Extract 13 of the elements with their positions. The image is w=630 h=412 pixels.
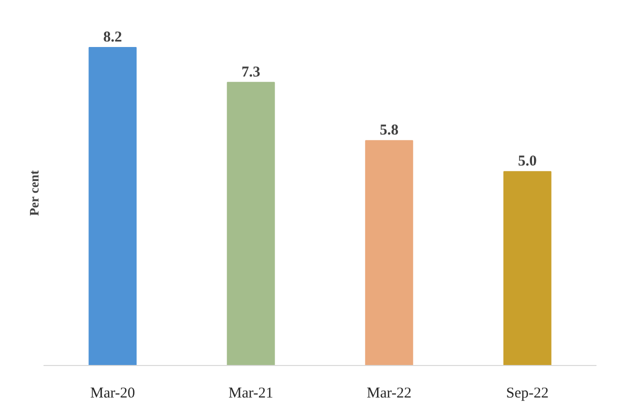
x-tick-label: Mar-21 xyxy=(228,386,274,402)
data-label: 5.0 xyxy=(518,154,537,170)
data-label: 5.8 xyxy=(380,122,398,139)
bar xyxy=(88,47,137,366)
data-label: 7.3 xyxy=(242,64,260,80)
y-axis-title: Per cent xyxy=(26,170,42,216)
bar xyxy=(365,140,414,366)
bar xyxy=(503,171,552,366)
data-label: 8.2 xyxy=(103,30,122,46)
x-tick-label: Mar-22 xyxy=(366,386,412,402)
x-tick-label: Sep-22 xyxy=(506,386,549,402)
x-tick-label: Mar-20 xyxy=(90,386,135,402)
bar xyxy=(226,82,275,366)
